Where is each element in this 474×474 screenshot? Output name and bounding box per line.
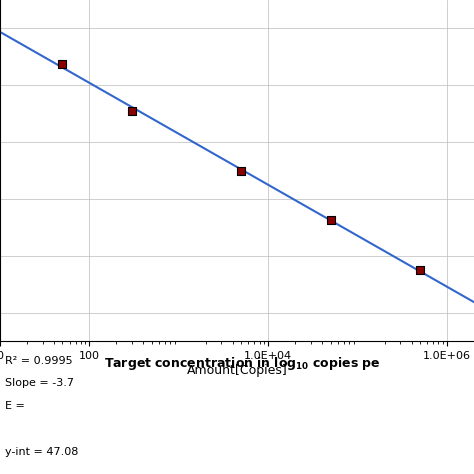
Point	[128, 107, 136, 115]
X-axis label: Amount[Copies]: Amount[Copies]	[187, 364, 287, 377]
Point	[59, 60, 66, 68]
Text: $\mathbf{Target\ concentration\ in\ log_{10}\ copies\ pe}$: $\mathbf{Target\ concentration\ in\ log_…	[104, 356, 381, 373]
Point	[327, 217, 335, 224]
Point	[237, 167, 245, 174]
Text: E =: E =	[5, 401, 25, 411]
Point	[416, 266, 424, 274]
Text: y-int = 47.08: y-int = 47.08	[5, 447, 78, 456]
Text: R² = 0.9995: R² = 0.9995	[5, 356, 73, 365]
Text: Slope = -3.7: Slope = -3.7	[5, 378, 74, 388]
